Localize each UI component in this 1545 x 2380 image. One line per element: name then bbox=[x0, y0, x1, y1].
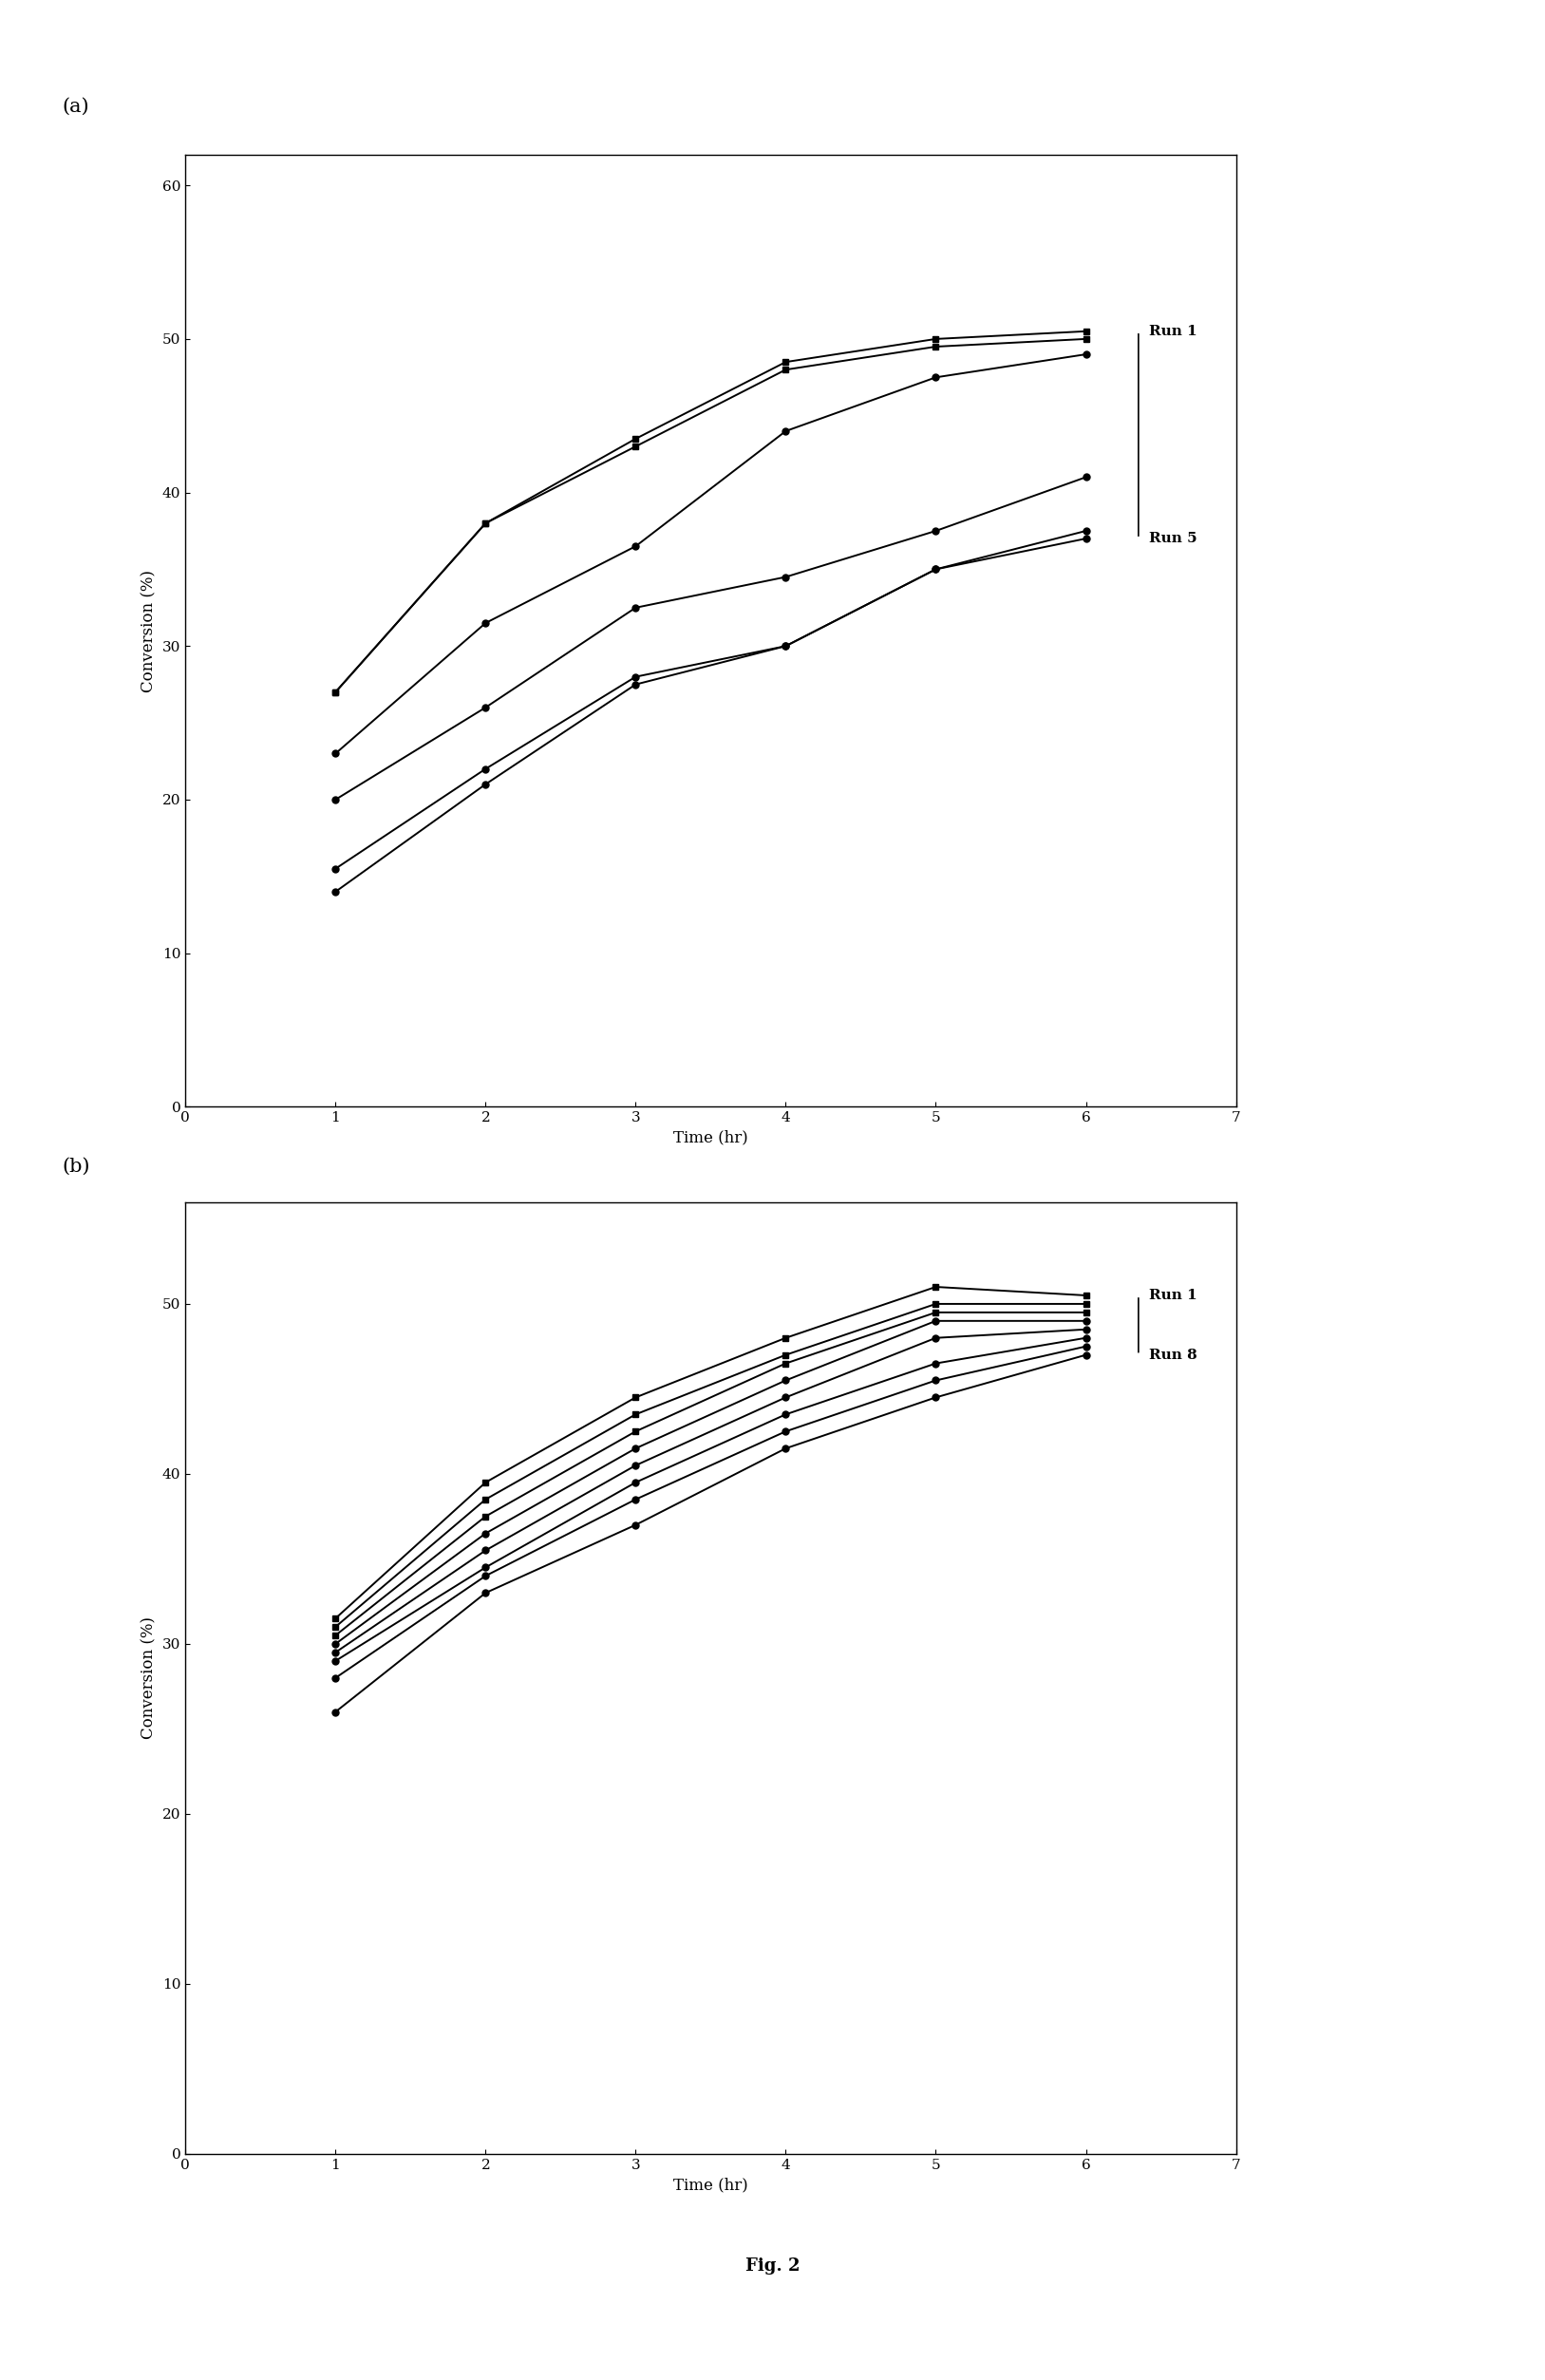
Text: Run 8: Run 8 bbox=[1149, 1347, 1197, 1361]
Y-axis label: Conversion (%): Conversion (%) bbox=[141, 1616, 158, 1740]
X-axis label: Time (hr): Time (hr) bbox=[674, 2178, 748, 2194]
Text: Run 1: Run 1 bbox=[1149, 324, 1197, 338]
X-axis label: Time (hr): Time (hr) bbox=[674, 1130, 748, 1147]
Text: Fig. 2: Fig. 2 bbox=[745, 2256, 800, 2275]
Text: Run 5: Run 5 bbox=[1149, 531, 1197, 545]
Text: (a): (a) bbox=[62, 98, 90, 117]
Text: (b): (b) bbox=[62, 1157, 90, 1176]
Text: Run 1: Run 1 bbox=[1149, 1288, 1197, 1302]
Y-axis label: Conversion (%): Conversion (%) bbox=[141, 569, 158, 693]
